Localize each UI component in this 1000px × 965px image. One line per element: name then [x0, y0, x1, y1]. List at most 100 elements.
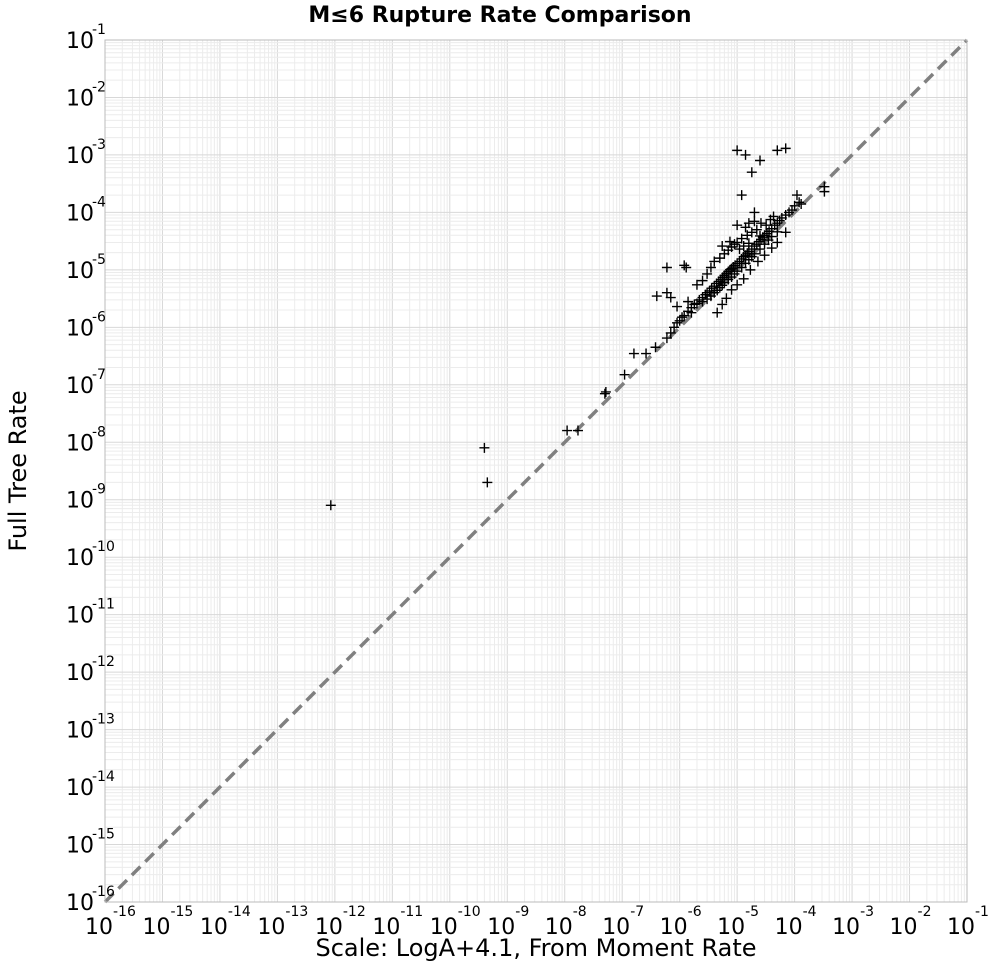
data-point — [702, 268, 713, 279]
x-tick-label: 10 — [832, 915, 860, 940]
data-point — [736, 233, 747, 244]
data-point — [628, 348, 639, 359]
data-point — [755, 155, 766, 166]
x-tick-exponent: -10 — [458, 904, 481, 920]
data-point — [772, 237, 783, 248]
data-point — [717, 241, 728, 252]
x-tick-exponent: -7 — [630, 904, 644, 920]
x-tick-exponent: -13 — [285, 904, 308, 920]
data-point — [672, 317, 683, 328]
y-tick-label: 10 — [66, 374, 94, 399]
data-point — [791, 190, 802, 201]
data-point — [479, 442, 490, 453]
data-point — [740, 149, 751, 160]
y-tick-exponent: -10 — [92, 539, 115, 555]
x-tick-label: 10 — [487, 915, 515, 940]
data-point — [661, 262, 672, 273]
data-point — [599, 388, 610, 399]
data-point — [661, 333, 672, 344]
y-tick-exponent: -11 — [92, 597, 115, 613]
data-point — [768, 211, 779, 222]
data-point — [772, 145, 783, 156]
data-point — [665, 327, 676, 338]
data-point — [689, 299, 700, 310]
y-tick-exponent: -5 — [92, 252, 106, 268]
y-tick-label: 10 — [66, 661, 94, 686]
x-tick-exponent: -4 — [803, 904, 817, 920]
x-tick-label: 10 — [257, 915, 285, 940]
x-tick-exponent: -2 — [918, 904, 932, 920]
y-tick-exponent: -16 — [92, 884, 115, 900]
y-tick-label: 10 — [66, 201, 94, 226]
data-point — [749, 216, 760, 227]
data-point — [482, 477, 493, 488]
data-point — [697, 275, 708, 286]
data-point — [705, 262, 716, 273]
data-point — [732, 220, 743, 231]
x-tick-label: 10 — [545, 915, 573, 940]
x-tick-exponent: -9 — [515, 904, 529, 920]
data-point — [761, 220, 772, 231]
data-point — [738, 241, 749, 252]
data-point — [726, 284, 737, 295]
data-point — [738, 273, 749, 284]
data-point — [709, 256, 720, 267]
data-point — [691, 279, 702, 290]
data-point — [751, 224, 762, 235]
data-point — [677, 312, 688, 323]
reference-line-group — [103, 38, 969, 904]
data-point — [600, 386, 611, 397]
y-tick-label: 10 — [66, 316, 94, 341]
x-tick-label: 10 — [200, 915, 228, 940]
data-point — [572, 425, 583, 436]
data-point — [743, 238, 754, 249]
data-point — [794, 197, 805, 208]
x-tick-label: 10 — [717, 915, 745, 940]
data-point — [759, 250, 770, 261]
x-tick-label: 10 — [315, 915, 343, 940]
data-point — [714, 282, 725, 293]
data-point — [651, 291, 662, 302]
y-tick-exponent: -15 — [92, 827, 115, 843]
reference-line — [103, 38, 969, 904]
x-tick-label: 10 — [372, 915, 400, 940]
data-point — [681, 262, 692, 273]
data-point — [786, 205, 797, 216]
y-tick-label: 10 — [66, 776, 94, 801]
data-point — [774, 215, 785, 226]
x-tick-exponent: -6 — [688, 904, 702, 920]
x-tick-exponent: -3 — [860, 904, 874, 920]
data-point — [650, 342, 661, 353]
x-tick-label: 10 — [947, 915, 975, 940]
x-tick-label: 10 — [430, 915, 458, 940]
plot-border — [104, 39, 968, 903]
data-point — [766, 243, 777, 254]
data-point — [665, 292, 676, 303]
data-point — [772, 226, 783, 237]
data-points — [325, 143, 830, 511]
y-tick-label: 10 — [66, 144, 94, 169]
data-point — [755, 230, 766, 241]
x-tick-label: 10 — [660, 915, 688, 940]
data-point — [745, 264, 756, 275]
y-tick-label: 10 — [66, 604, 94, 629]
data-point — [769, 220, 780, 231]
data-point — [755, 244, 766, 255]
x-tick-label: 10 — [890, 915, 918, 940]
data-point — [780, 227, 791, 238]
y-tick-exponent: -4 — [92, 194, 106, 210]
data-point — [724, 236, 735, 247]
x-tick-label: 10 — [775, 915, 803, 940]
y-tick-label: 10 — [66, 546, 94, 571]
data-point — [780, 143, 791, 154]
y-tick-label: 10 — [66, 29, 94, 54]
data-point — [755, 218, 766, 229]
data-point — [697, 296, 708, 307]
grid — [104, 40, 967, 903]
y-axis-ticks: 10-1610-1510-1410-1310-1210-1110-1010-91… — [66, 22, 115, 916]
x-tick-exponent: -11 — [400, 904, 423, 920]
y-tick-exponent: -2 — [92, 79, 106, 95]
chart-title: M≤6 Rupture Rate Comparison — [308, 3, 691, 28]
x-tick-exponent: -5 — [745, 904, 759, 920]
